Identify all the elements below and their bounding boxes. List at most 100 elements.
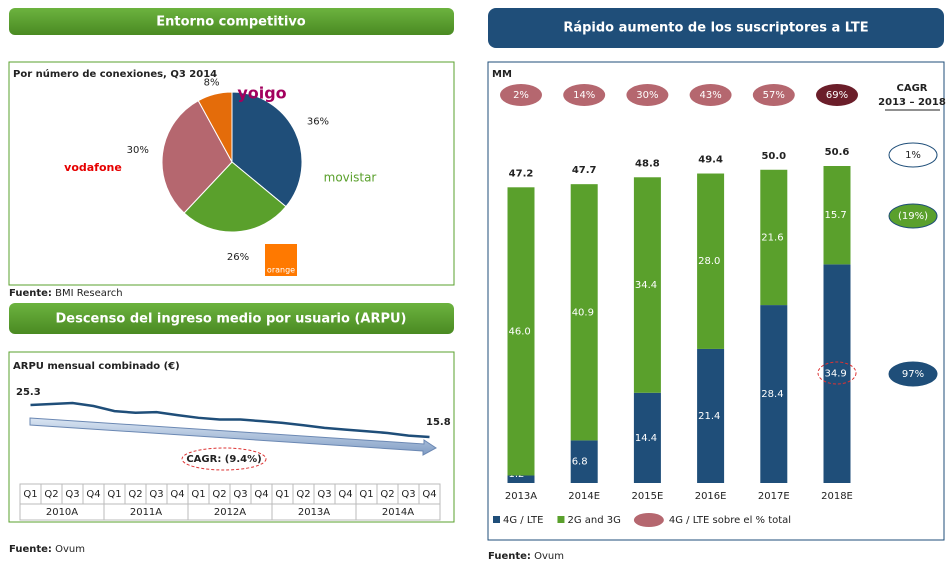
panel	[8, 61, 455, 286]
bar-segment	[760, 305, 788, 483]
x-tick-label: Q1	[23, 489, 37, 500]
total-label: 47.7	[572, 165, 597, 176]
total-label: 48.8	[635, 158, 660, 169]
source-text: Ovum	[55, 544, 85, 555]
x-tick-label: Q1	[107, 489, 121, 500]
header: Entorno competitivo	[156, 15, 306, 30]
x-tick-label: 2014E	[568, 491, 600, 502]
x-tick-label: Q2	[212, 489, 226, 500]
legend-swatch	[557, 516, 565, 523]
x-tick-label: 2018E	[821, 491, 853, 502]
pie-slice	[183, 161, 287, 233]
source-label: Fuente:	[9, 288, 52, 299]
x-tick-label: Q3	[317, 489, 331, 500]
logo: movistar	[324, 171, 377, 185]
legend-swatch	[493, 516, 500, 523]
share-oval	[500, 84, 542, 106]
cagr-label: 1%	[905, 150, 921, 161]
pie-slice	[161, 99, 233, 214]
x-tick-label: Q2	[44, 489, 58, 500]
legend-label: 4G / LTE	[503, 515, 543, 526]
share-label: 2%	[513, 90, 529, 101]
panel	[487, 61, 945, 541]
cagr-label: 97%	[902, 369, 924, 380]
x-tick-label: Q3	[233, 489, 247, 500]
x-tick-label: 2015E	[632, 491, 664, 502]
total-label: 47.2	[509, 168, 534, 179]
logo: yoigo	[237, 84, 286, 103]
segment-label: 34.9	[825, 369, 847, 380]
x-tick-label: Q4	[422, 489, 436, 500]
cagr-label: (19%)	[898, 211, 928, 222]
cagr-oval	[888, 203, 938, 229]
x-tick-label: Q4	[338, 489, 352, 500]
unit: MM	[492, 69, 512, 80]
segment-label: 21.4	[698, 411, 720, 422]
trend-arrow	[29, 417, 437, 456]
bar-segment	[823, 264, 851, 483]
bar-segment	[507, 475, 535, 483]
share-oval	[689, 84, 732, 106]
x-tick-label: 2017E	[758, 491, 790, 502]
value-label: 25.3	[16, 387, 41, 398]
legend-label: 4G / LTE sobre el % total	[669, 515, 791, 526]
source: Fuente: BMI Research	[9, 288, 123, 299]
highlight-ring	[817, 361, 857, 385]
line	[30, 401, 430, 439]
pie-slice	[197, 91, 233, 163]
logo: vodafone	[64, 161, 122, 174]
bar-segment	[633, 392, 661, 483]
x-tick-label: 2016E	[695, 491, 727, 502]
segment-label: 34.4	[635, 280, 657, 291]
bar-segment	[507, 187, 535, 476]
segment-label: 40.9	[572, 307, 594, 318]
x-tick-label: Q2	[128, 489, 142, 500]
header-bar	[488, 8, 944, 48]
panel	[8, 351, 455, 523]
segment-label: 21.6	[761, 232, 783, 243]
segment-label: 28.4	[761, 389, 783, 400]
segment-label: 46.0	[509, 326, 531, 337]
share-oval	[752, 84, 795, 106]
slice-label: 30%	[127, 145, 149, 156]
source-text: BMI Research	[55, 288, 123, 299]
source-label: Fuente:	[488, 551, 531, 562]
cagr-subtitle: 2013 – 2018	[878, 97, 946, 108]
segment-label: 28.0	[698, 256, 720, 267]
header-bar	[9, 303, 454, 334]
x-tick-label: Q1	[191, 489, 205, 500]
logo: orange	[267, 266, 295, 275]
share-label: 57%	[763, 90, 785, 101]
bar-segment	[697, 348, 725, 483]
share-oval	[626, 84, 669, 106]
x-tick-label: Q4	[170, 489, 184, 500]
total-label: 49.4	[698, 155, 723, 166]
x-tick-label: Q3	[401, 489, 415, 500]
bar-segment	[697, 173, 725, 349]
source: Fuente: Ovum	[488, 551, 564, 562]
total-label: 50.6	[825, 147, 850, 158]
value-label: 15.8	[426, 417, 451, 428]
header-bar	[9, 8, 454, 35]
x-tick-label: 2013A	[505, 491, 537, 502]
share-oval	[563, 84, 606, 106]
group-label: 2010A	[46, 507, 78, 518]
pie-slice	[231, 91, 303, 208]
bar-segment	[823, 166, 851, 265]
group-label: 2012A	[214, 507, 246, 518]
cagr-oval	[888, 361, 938, 387]
x-tick-label: Q3	[149, 489, 163, 500]
table-cell	[355, 503, 441, 521]
legend-swatch	[633, 513, 664, 527]
cagr-oval	[888, 142, 938, 168]
bar-segment	[570, 440, 598, 483]
x-tick-label: Q2	[380, 489, 394, 500]
x-tick-label: Q3	[65, 489, 79, 500]
share-label: 30%	[636, 90, 658, 101]
share-label: 14%	[573, 90, 595, 101]
x-tick-label: Q4	[254, 489, 268, 500]
x-tick-label: Q1	[275, 489, 289, 500]
x-tick-label: Q1	[359, 489, 373, 500]
share-oval	[816, 84, 858, 106]
